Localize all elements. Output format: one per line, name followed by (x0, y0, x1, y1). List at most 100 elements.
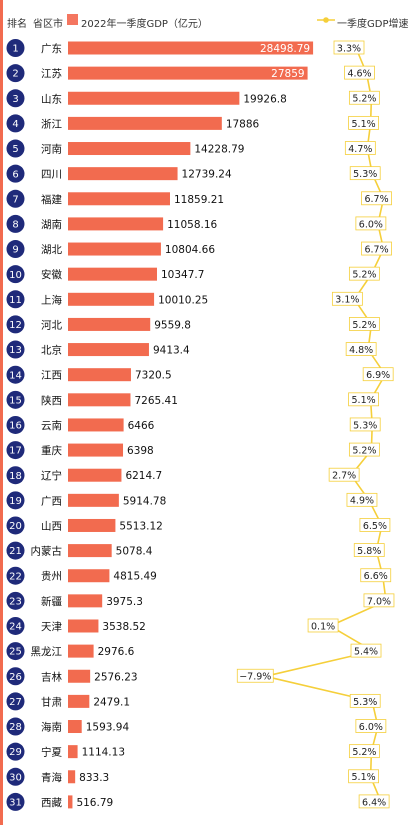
growth-label-box (363, 593, 395, 608)
rank-number: 5 (12, 144, 18, 155)
gdp-bar (68, 619, 99, 633)
province-label: 江西 (41, 370, 62, 382)
province-label: 内蒙古 (31, 545, 63, 558)
growth-value-label: 5.8% (357, 546, 381, 557)
rank-badge (6, 441, 25, 460)
gdp-bar (68, 770, 76, 784)
gdp-bar (68, 669, 91, 683)
growth-value-label: 5.3% (353, 169, 377, 180)
growth-value-label: 5.3% (353, 697, 377, 708)
growth-legend-label: 一季度GDP增速 (337, 19, 409, 30)
gdp-value-label: 5078.4 (116, 546, 153, 558)
rank-badge (6, 591, 25, 610)
growth-value-label: 5.4% (354, 647, 378, 658)
gdp-bar (68, 644, 94, 658)
growth-value-label: 5.3% (353, 420, 377, 431)
rank-badge (6, 642, 25, 661)
rank-number: 27 (9, 697, 22, 708)
gdp-bar (68, 41, 314, 55)
rank-number: 6 (12, 169, 18, 180)
province-label: 吉林 (41, 670, 62, 683)
growth-label-box (344, 65, 375, 80)
rank-number: 21 (9, 546, 22, 557)
rank-number: 26 (9, 672, 22, 683)
gdp-bar (68, 518, 116, 532)
growth-value-label: 4.6% (347, 69, 371, 80)
growth-label-box (331, 291, 363, 306)
rank-number: 24 (9, 622, 22, 633)
rank-badge (6, 692, 25, 711)
growth-label-box (328, 467, 360, 482)
growth-value-label: 5.1% (352, 772, 376, 783)
gdp-bar (68, 443, 124, 457)
province-label: 安徽 (41, 268, 62, 281)
growth-value-label: 6.4% (362, 797, 386, 808)
gdp-value-label: 2576.23 (94, 671, 137, 683)
growth-value-label: 5.2% (352, 747, 376, 758)
province-label: 青海 (41, 771, 62, 784)
growth-label-box (361, 241, 392, 256)
gdp-bar (68, 544, 112, 558)
rank-badge (6, 616, 25, 635)
growth-label-box (353, 543, 385, 557)
rank-number: 17 (9, 446, 22, 457)
rank-badge (6, 315, 25, 334)
province-label: 山东 (41, 92, 62, 105)
gdp-bar (68, 493, 119, 507)
growth-label-box (362, 367, 394, 382)
rank-badge (6, 164, 25, 183)
growth-label-box (236, 668, 274, 683)
growth-value-label: 6.0% (359, 722, 383, 733)
gdp-value-label: 3975.3 (106, 596, 143, 608)
growth-label-box (348, 266, 380, 281)
growth-label-box (355, 216, 387, 231)
gdp-bar (68, 116, 222, 130)
province-label: 北京 (41, 344, 62, 357)
rank-badge (6, 742, 25, 761)
rank-badge (6, 340, 25, 359)
province-label: 黑龙江 (31, 645, 63, 658)
growth-value-label: 5.2% (352, 94, 376, 105)
province-label: 四川 (41, 169, 62, 181)
growth-value-label: 6.0% (359, 219, 383, 230)
growth-value-label: 6.7% (364, 194, 388, 205)
rank-number: 20 (9, 521, 22, 532)
province-label: 江苏 (41, 67, 62, 80)
gdp-value-label: 17886 (226, 118, 260, 130)
rank-number: 14 (9, 370, 22, 381)
gdp-legend-swatch (67, 14, 78, 25)
province-label: 海南 (41, 721, 62, 734)
rank-number: 10 (9, 270, 22, 281)
growth-label-box (348, 115, 379, 130)
rank-number: 12 (9, 320, 22, 331)
growth-value-label: 4.8% (349, 345, 373, 356)
growth-label-box (348, 317, 380, 331)
growth-value-label: 6.7% (364, 244, 388, 255)
growth-label-box (348, 442, 380, 457)
rank-badge (6, 491, 25, 510)
rank-number: 18 (9, 471, 22, 482)
rank-number: 9 (12, 245, 18, 256)
growth-label-box (348, 392, 379, 407)
growth-value-label: 6.9% (366, 370, 390, 381)
rank-number: 30 (9, 772, 22, 783)
rank-number: 13 (9, 345, 22, 356)
rank-badge (6, 114, 25, 133)
rank-badge (6, 265, 25, 284)
province-label: 重庆 (41, 444, 62, 457)
gdp-bar (68, 393, 131, 407)
rank-number: 25 (9, 647, 22, 658)
gdp-value-label: 6466 (128, 420, 155, 432)
gdp-bar (68, 142, 191, 156)
rank-badge (6, 717, 25, 736)
gdp-value-label: 1114.13 (82, 747, 125, 759)
growth-value-label: 4.7% (348, 144, 372, 155)
gdp-bar (68, 594, 103, 608)
province-label: 广东 (41, 42, 62, 55)
rank-badge (6, 415, 25, 434)
province-label: 河南 (41, 143, 62, 156)
gdp-legend-label: 2022年一季度GDP（亿元） (81, 19, 208, 30)
rank-badge (6, 214, 25, 233)
gdp-value-label: 5513.12 (119, 520, 162, 532)
